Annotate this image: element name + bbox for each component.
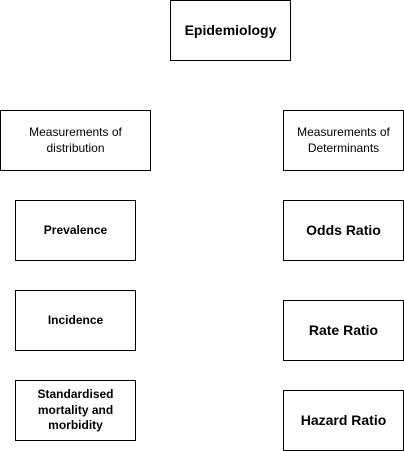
distribution-group-node: Measurements of distribution xyxy=(0,110,151,171)
prevalence-node: Prevalence xyxy=(15,200,136,261)
rate-ratio-node: Rate Ratio xyxy=(283,300,404,361)
rate-ratio-label: Rate Ratio xyxy=(309,321,378,339)
prevalence-label: Prevalence xyxy=(44,223,107,239)
odds-ratio-label: Odds Ratio xyxy=(306,221,381,239)
hazard-ratio-node: Hazard Ratio xyxy=(283,390,404,451)
distribution-group-label: Measurements of distribution xyxy=(7,125,144,156)
standardised-mortality-label: Standardised mortality and morbidity xyxy=(22,387,129,434)
determinants-group-node: Measurements of Determinants xyxy=(283,110,404,171)
root-node: Epidemiology xyxy=(170,0,291,61)
incidence-label: Incidence xyxy=(48,313,103,329)
root-label: Epidemiology xyxy=(185,21,277,39)
hazard-ratio-label: Hazard Ratio xyxy=(301,411,387,429)
determinants-group-label: Measurements of Determinants xyxy=(290,125,397,156)
odds-ratio-node: Odds Ratio xyxy=(283,200,404,261)
incidence-node: Incidence xyxy=(15,290,136,351)
standardised-mortality-node: Standardised mortality and morbidity xyxy=(15,380,136,441)
